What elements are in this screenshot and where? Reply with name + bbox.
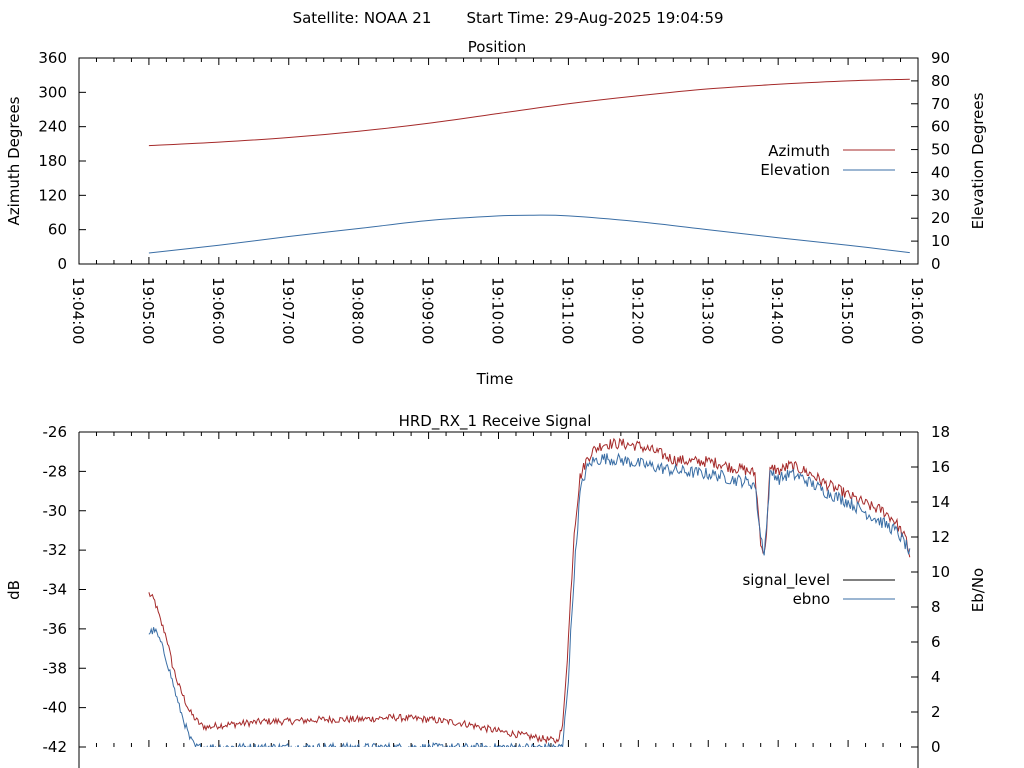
series-line-signal-level (148, 437, 911, 745)
position-x-tick-label: 19:06:00 (209, 277, 227, 344)
position-y2-tick-label: 40 (931, 163, 950, 181)
position-y2-tick-label: 30 (931, 186, 950, 204)
series-line-ebno (148, 452, 911, 747)
signal-x-ticks (78, 432, 919, 747)
signal-y-tick-label: -38 (43, 659, 68, 677)
position-x-tick-label: 19:10:00 (489, 277, 507, 344)
position-y2-ticks: 0 10 20 30 40 50 60 70 80 90 (911, 49, 950, 273)
position-chart-title: Position (468, 38, 526, 56)
position-x-tick-label: 19:11:00 (558, 277, 576, 344)
position-x-ticks: 19:04:00 19:05:00 19:06:00 19:07:00 19:08:00… (69, 58, 926, 344)
position-x-tick-label: 19:16:00 (908, 277, 926, 344)
signal-y-tick-label: -28 (43, 462, 68, 480)
position-y2-tick-label: 90 (931, 49, 950, 67)
signal-y2-ticks: 0 2 4 6 8 10 12 14 16 18 (911, 423, 950, 756)
position-y-axis-label: Azimuth Degrees (5, 96, 23, 225)
position-y-tick-label: 120 (38, 186, 67, 204)
position-y2-tick-label: 10 (931, 232, 950, 250)
signal-legend: signal_level ebno (742, 571, 895, 608)
signal-y2-tick-label: 4 (931, 668, 941, 686)
signal-y-tick-label: -30 (43, 502, 68, 520)
signal-y2-axis-label: Eb/No (969, 568, 987, 612)
signal-y-ticks: -42 -40 -38 -36 -34 -32 -30 -28 -26 (43, 423, 86, 756)
signal-y2-tick-label: 14 (931, 493, 950, 511)
signal-y2-tick-label: 10 (931, 563, 950, 581)
position-legend: Azimuth Elevation (760, 142, 895, 179)
position-series (148, 78, 910, 254)
position-y2-tick-label: 60 (931, 118, 950, 136)
position-chart: Position Azimuth Degrees Elevation Degre… (5, 38, 987, 388)
position-y-ticks: 0 60 120 180 240 300 360 (38, 49, 86, 273)
position-x-tick-label: 19:15:00 (838, 277, 856, 344)
position-y-tick-label: 60 (48, 221, 67, 239)
series-line-azimuth (148, 78, 910, 147)
legend-azimuth-label: Azimuth (768, 142, 830, 160)
legend-ebno-label: ebno (793, 590, 830, 608)
position-x-tick-label: 19:09:00 (419, 277, 437, 344)
series-line-elevation (148, 214, 910, 254)
signal-y2-tick-label: 12 (931, 528, 950, 546)
signal-chart: HRD_RX_1 Receive Signal dB Eb/No -42-40-… (5, 412, 987, 768)
signal-y2-tick-label: 8 (931, 598, 941, 616)
position-x-tick-label: 19:05:00 (139, 277, 157, 344)
position-x-tick-label: 19:13:00 (698, 277, 716, 344)
signal-y-tick-label: -36 (43, 620, 68, 638)
signal-y2-tick-label: 2 (931, 703, 941, 721)
position-x-tick-label: 19:07:00 (279, 277, 297, 344)
position-x-tick-label: 19:12:00 (628, 277, 646, 344)
position-x-tick-label: 19:08:00 (349, 277, 367, 344)
signal-y-tick-label: -42 (43, 738, 68, 756)
signal-chart-title: HRD_RX_1 Receive Signal (399, 412, 592, 431)
position-y2-tick-label: 80 (931, 72, 950, 90)
satellite-label: Satellite: NOAA 21 (293, 9, 432, 27)
legend-elevation-label: Elevation (760, 161, 830, 179)
position-y2-tick-label: 70 (931, 95, 950, 113)
position-y-tick-label: 0 (57, 255, 67, 273)
position-y-tick-label: 180 (38, 152, 67, 170)
signal-y-tick-label: -34 (43, 581, 68, 599)
position-y-tick-label: 360 (38, 49, 67, 67)
start-time-label: Start Time: 29-Aug-2025 19:04:59 (466, 9, 723, 27)
signal-y2-tick-label: 16 (931, 458, 950, 476)
position-y2-tick-label: 20 (931, 209, 950, 227)
position-x-tick-label: 19:14:00 (768, 277, 786, 344)
signal-y-axis-label: dB (5, 580, 23, 600)
position-y-tick-label: 240 (38, 118, 67, 136)
position-x-tick-label: 19:04:00 (69, 277, 87, 344)
signal-series (148, 437, 911, 747)
position-y2-tick-label: 0 (931, 255, 941, 273)
signal-y-tick-label: -40 (43, 699, 68, 717)
position-y2-tick-label: 50 (931, 141, 950, 159)
signal-y-tick-label: -26 (43, 423, 68, 441)
signal-y2-tick-label: 0 (931, 738, 941, 756)
position-y2-axis-label: Elevation Degrees (969, 92, 987, 229)
signal-y-tick-label: -32 (43, 541, 68, 559)
position-y-tick-label: 300 (38, 83, 67, 101)
signal-y2-tick-label: 18 (931, 423, 950, 441)
position-x-axis-label: Time (476, 370, 514, 388)
legend-signal-level-label: signal_level (742, 571, 830, 590)
signal-y2-tick-label: 6 (931, 633, 941, 651)
